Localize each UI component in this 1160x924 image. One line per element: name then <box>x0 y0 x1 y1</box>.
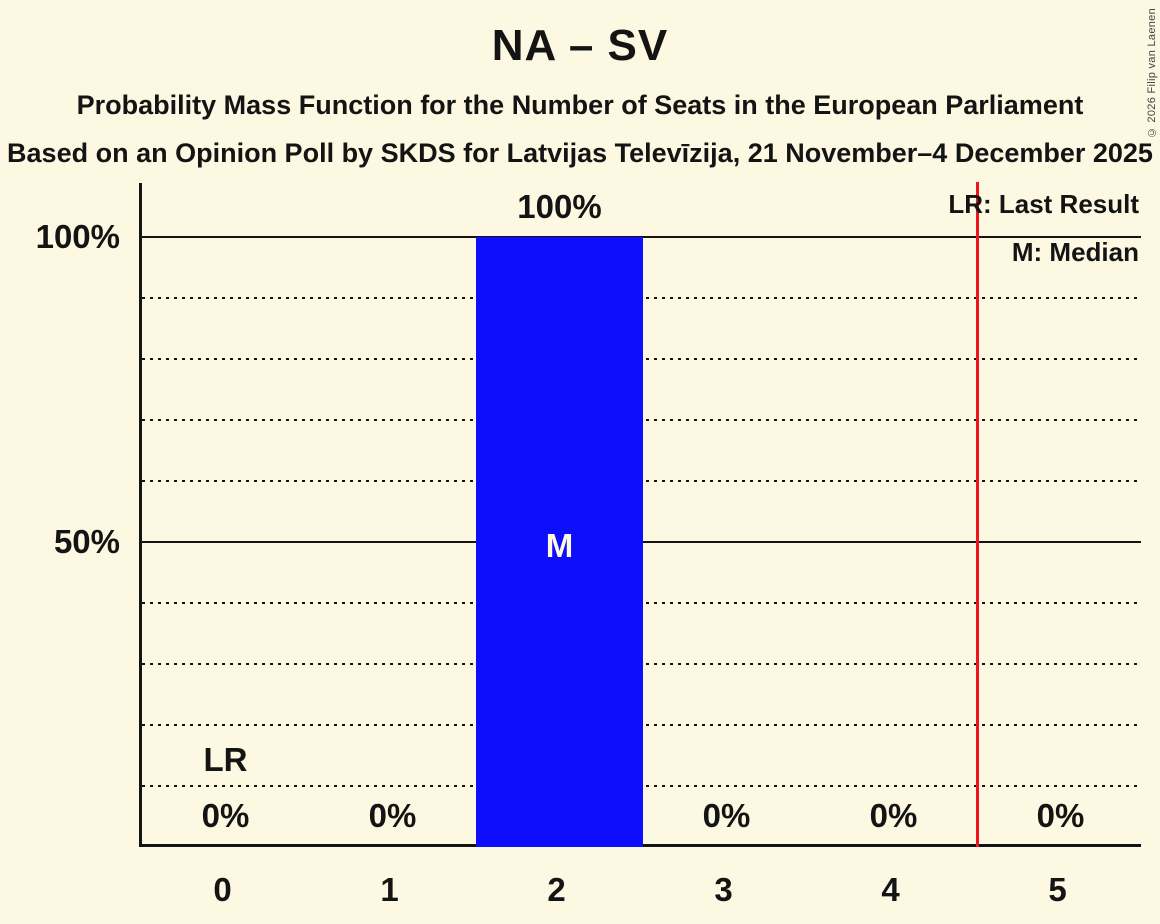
legend-median: M: Median <box>1011 237 1139 267</box>
last-result-line <box>975 182 979 847</box>
y-axis-tick-label: 50% <box>53 522 120 560</box>
legend-last-result: LR: Last Result <box>948 189 1139 219</box>
chart-source-line: Based on an Opinion Poll by SKDS for Lat… <box>7 138 1153 168</box>
bar-value-label: 0% <box>1036 797 1085 834</box>
bar-value-label: 0% <box>702 797 751 834</box>
chart-title: NA – SV <box>491 21 669 70</box>
bar-value-label: 0% <box>869 797 918 834</box>
copyright-notice: © 2026 Filip van Laenen <box>1146 8 1158 139</box>
x-axis-tick-label: 4 <box>881 871 900 908</box>
x-axis-tick-label: 5 <box>1048 871 1067 908</box>
bar-value-label: 0% <box>201 797 250 834</box>
median-marker: M <box>545 527 574 564</box>
x-axis-tick-label: 1 <box>380 871 399 908</box>
probability-bar <box>476 236 643 847</box>
chart-subtitle: Probability Mass Function for the Number… <box>76 90 1084 120</box>
bar-value-label: 0% <box>368 797 417 834</box>
x-axis-tick-label: 2 <box>547 871 566 908</box>
plot-area: LR: Last Result M: Median 0% 0% 100% 0% 0% 0%… <box>139 180 1141 847</box>
x-axis-tick-label: 3 <box>714 871 733 908</box>
chart-legend: LR: Last Result M: Median <box>948 180 1139 276</box>
last-result-marker: LR <box>203 741 248 778</box>
bar-value-label: 100% <box>517 187 602 225</box>
y-axis-tick-label: 100% <box>35 217 120 255</box>
x-axis-tick-label: 0 <box>213 871 232 908</box>
